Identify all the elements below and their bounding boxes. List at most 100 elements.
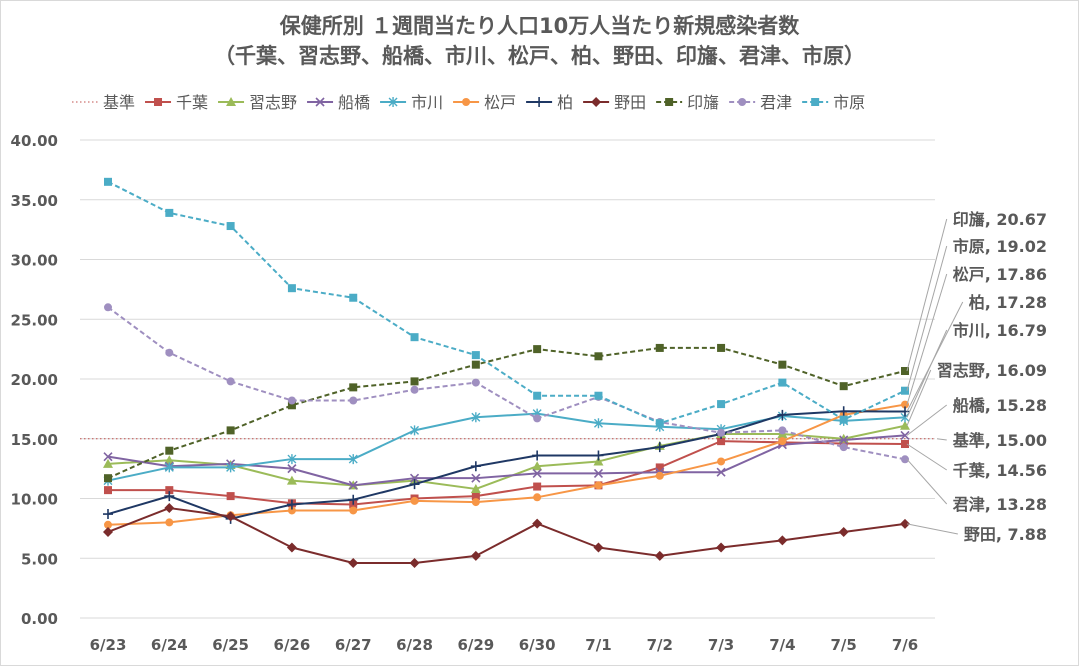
data-point <box>165 208 174 217</box>
data-point <box>839 443 848 452</box>
data-point <box>593 418 603 429</box>
data-point <box>838 526 849 537</box>
data-point <box>777 535 788 546</box>
x-tick-label: 6/25 <box>212 636 249 654</box>
leader-line <box>906 329 948 418</box>
axes: 0.00 5.00 10.00 15.00 20.00 25.00 30.00 35.00 40… <box>11 132 919 654</box>
data-point <box>286 499 297 510</box>
legend-label: 印旛 <box>687 93 719 112</box>
data-point <box>717 437 726 446</box>
y-tick-label: 5.00 <box>21 550 58 568</box>
data-point <box>409 558 420 569</box>
data-point <box>103 458 113 468</box>
y-tick-label: 35.00 <box>11 192 58 210</box>
data-point <box>594 481 603 490</box>
data-label: 柏, 17.28 <box>969 293 1047 312</box>
legend-item-柏: 柏 <box>526 93 573 112</box>
legend-item-市原: 市原 <box>802 93 865 112</box>
data-point <box>348 558 359 569</box>
series-line <box>108 440 906 506</box>
data-label: 習志野, 16.09 <box>937 361 1047 380</box>
data-point <box>348 480 358 490</box>
legend-label: 松戸 <box>484 93 516 112</box>
data-point <box>594 391 603 400</box>
legend-marker <box>591 97 602 107</box>
data-point <box>900 406 910 417</box>
data-point <box>226 462 236 473</box>
legend-item-印旛: 印旛 <box>656 93 719 112</box>
data-label: 君津, 13.28 <box>953 495 1047 514</box>
legend-label: 基準 <box>103 93 135 112</box>
data-point <box>900 518 910 529</box>
data-point <box>778 437 787 446</box>
data-point <box>532 518 543 529</box>
data-point <box>164 491 175 502</box>
legend-item-基準: 基準 <box>72 93 135 112</box>
legend-marker <box>154 98 163 106</box>
data-point <box>286 542 297 553</box>
data-point <box>471 412 481 423</box>
data-point <box>778 426 787 435</box>
y-tick-label: 25.00 <box>11 311 58 329</box>
data-point <box>839 415 848 424</box>
data-point <box>471 360 480 369</box>
data-point <box>901 386 909 395</box>
data-point <box>717 400 726 409</box>
data-point <box>226 222 235 231</box>
data-point <box>717 428 726 437</box>
data-point <box>410 385 419 394</box>
x-tick-label: 6/27 <box>335 636 372 654</box>
legend-item-松戸: 松戸 <box>453 93 516 112</box>
data-point <box>470 550 481 561</box>
leader-line <box>906 523 958 535</box>
y-tick-label: 30.00 <box>11 252 58 270</box>
data-label: 印旛, 20.67 <box>953 210 1047 229</box>
data-point <box>225 511 236 522</box>
data-point <box>164 462 174 473</box>
data-point <box>104 520 112 529</box>
annotation-labels: 印旛, 20.67 市原, 19.02 松戸, 17.86 柏, 17.28 市川, 1… <box>937 210 1047 544</box>
data-point <box>286 475 297 485</box>
data-label: 松戸, 17.86 <box>953 265 1047 284</box>
legend-item-習志野: 習志野 <box>218 93 297 112</box>
data-point <box>104 486 112 495</box>
data-point <box>103 526 113 537</box>
y-tick-label: 40.00 <box>11 132 58 150</box>
annotation-leaders <box>906 218 964 535</box>
data-point <box>349 293 358 302</box>
legend-marker <box>811 98 820 106</box>
x-tick-label: 7/6 <box>892 636 918 654</box>
data-point <box>532 461 543 471</box>
data-point <box>594 352 603 361</box>
legend-label: 市原 <box>833 93 865 112</box>
legend-label: 千葉 <box>176 93 208 112</box>
data-point <box>348 494 359 505</box>
x-tick-label: 6/30 <box>519 636 556 654</box>
data-point <box>654 442 665 453</box>
data-point <box>716 467 726 477</box>
data-point <box>900 420 910 430</box>
data-point <box>226 492 235 501</box>
x-tick-label: 6/23 <box>90 636 127 654</box>
data-point <box>104 177 112 186</box>
x-tick-label: 6/29 <box>457 636 494 654</box>
x-tick-label: 7/2 <box>647 636 673 654</box>
data-point <box>165 518 174 527</box>
data-point <box>470 461 481 472</box>
legend-label: 市川 <box>411 93 443 112</box>
data-point <box>165 446 174 455</box>
legend-marker <box>388 97 398 107</box>
series-line <box>107 180 906 425</box>
leader-line <box>906 369 932 426</box>
data-point <box>717 457 726 466</box>
data-point <box>104 474 112 483</box>
series-line <box>107 410 906 520</box>
x-tick-label: 7/1 <box>585 636 611 654</box>
data-point <box>471 492 480 501</box>
series-line <box>107 306 906 461</box>
chart-title: 保健所別 １週間当たり人口10万人当たり新規感染者数 <box>279 14 800 38</box>
data-point <box>410 496 419 505</box>
data-point <box>532 450 543 461</box>
